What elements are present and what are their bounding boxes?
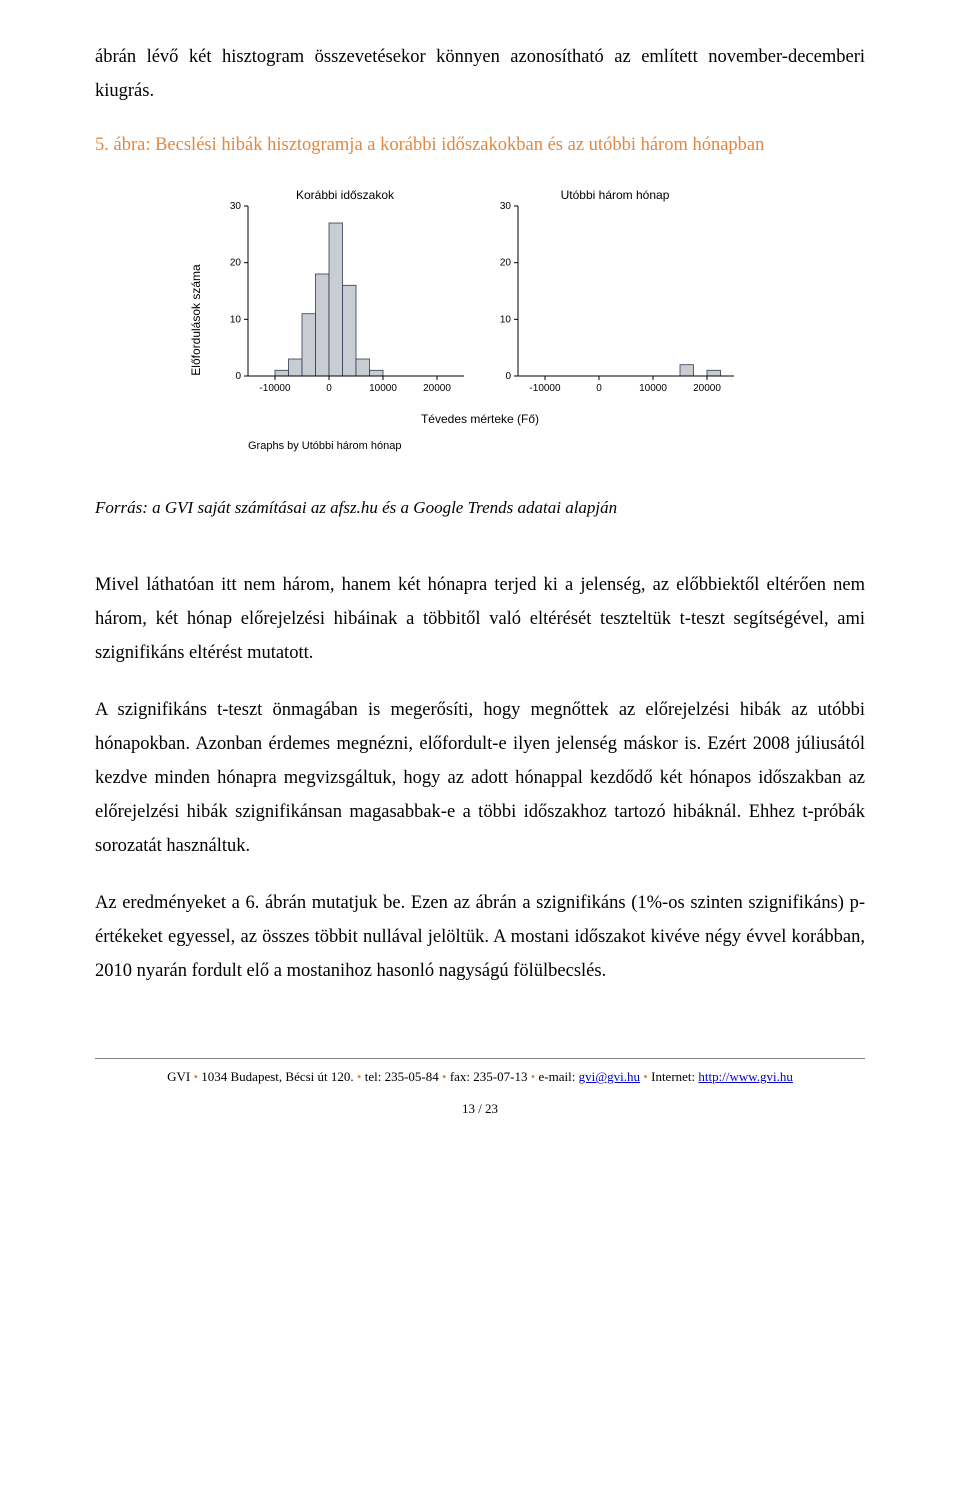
svg-text:0: 0 (505, 371, 511, 382)
histogram-chart: Előfordulások száma Korábbi időszakok010… (210, 184, 750, 457)
svg-text:10: 10 (500, 314, 512, 325)
svg-text:30: 30 (230, 201, 242, 212)
figure-caption: 5. ábra: Becslési hibák hisztogramja a k… (95, 130, 865, 161)
paragraph-2: A szignifikáns t-teszt önmagában is mege… (95, 693, 865, 864)
svg-text:20: 20 (230, 258, 242, 269)
x-axis-label: Tévedes mérteke (Fő) (210, 408, 750, 430)
bullet-icon: • (442, 1069, 450, 1084)
svg-text:0: 0 (326, 383, 332, 394)
svg-text:20000: 20000 (423, 383, 451, 394)
bullet-icon: • (357, 1069, 365, 1084)
footer-org: GVI (167, 1069, 190, 1084)
svg-text:-10000: -10000 (529, 383, 561, 394)
panel-title: Korábbi időszakok (296, 184, 394, 206)
svg-text:0: 0 (235, 371, 241, 382)
footer-url-link[interactable]: http://www.gvi.hu (698, 1069, 793, 1084)
svg-text:20: 20 (500, 258, 512, 269)
page-number: 13 / 23 (95, 1099, 865, 1119)
panel-title: Utóbbi három hónap (561, 184, 670, 206)
svg-text:0: 0 (596, 383, 602, 394)
footer-net-label: Internet: (651, 1069, 695, 1084)
svg-text:20000: 20000 (693, 383, 721, 394)
bullet-icon: • (531, 1069, 539, 1084)
footer-email-label: e-mail: (539, 1069, 576, 1084)
lead-paragraph: ábrán lévő két hisztogram összevetésekor… (95, 40, 865, 108)
svg-text:30: 30 (500, 201, 512, 212)
paragraph-1: Mivel láthatóan itt nem három, hanem két… (95, 568, 865, 671)
svg-text:10000: 10000 (369, 383, 397, 394)
graphs-by-note: Graphs by Utóbbi három hónap (210, 436, 750, 456)
footer-fax: 235-07-13 (473, 1069, 527, 1084)
histogram-panel-right: Utóbbi három hónap 0 10 20 30 -10000 0 10000 200… (480, 184, 750, 404)
page-footer: GVI • 1034 Budapest, Bécsi út 120. • tel… (95, 1058, 865, 1118)
footer-fax-label: fax: (450, 1069, 470, 1084)
footer-tel: 235-05-84 (385, 1069, 439, 1084)
footer-address: 1034 Budapest, Bécsi út 120. (201, 1069, 353, 1084)
histogram-panel-left: Korábbi időszakok 0 10 20 30 -10000 0 10000 2000… (210, 184, 480, 404)
bullet-icon: • (643, 1069, 651, 1084)
svg-text:10000: 10000 (639, 383, 667, 394)
svg-text:10: 10 (230, 314, 242, 325)
figure-source: Forrás: a GVI saját számításai az afsz.h… (95, 492, 865, 523)
y-axis-label: Előfordulások száma (185, 264, 207, 375)
svg-text:-10000: -10000 (259, 383, 291, 394)
paragraph-3: Az eredményeket a 6. ábrán mutatjuk be. … (95, 886, 865, 989)
footer-tel-label: tel: (365, 1069, 382, 1084)
footer-email-link[interactable]: gvi@gvi.hu (579, 1069, 640, 1084)
